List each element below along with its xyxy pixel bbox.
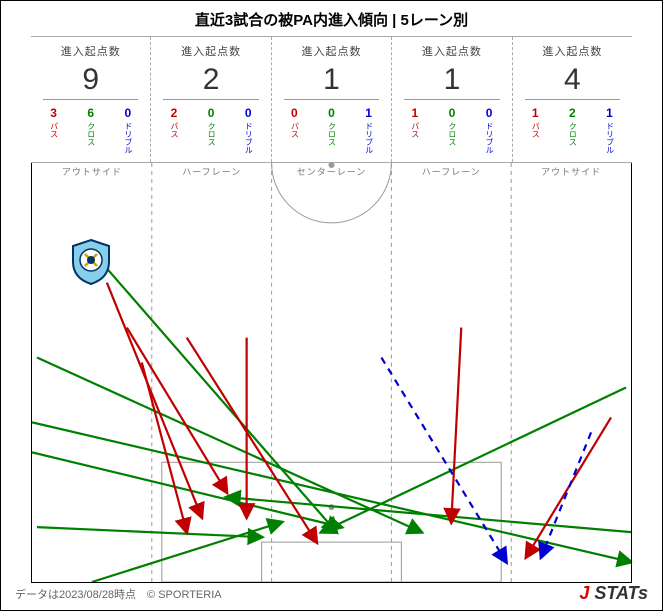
bd-pass: 3パス (50, 106, 58, 154)
lane-name: センターレーン (272, 165, 392, 178)
lane-total: 9 (43, 61, 138, 100)
bd-pass: 1パス (531, 106, 539, 154)
lane-total: 4 (525, 61, 620, 100)
bd-pass: 1パス (411, 106, 419, 154)
lane-header: 進入起点数 (151, 43, 270, 59)
arrow-cross (32, 422, 631, 562)
lane-summary: 進入起点数 1 0パス 0クロス 1ドリブル (271, 37, 391, 162)
lane-header: 進入起点数 (392, 43, 511, 59)
bd-dribble: 1ドリブル (365, 106, 373, 154)
lane-name-row: アウトサイドハーフレーンセンターレーンハーフレーンアウトサイド (32, 165, 631, 178)
lane-summary: 進入起点数 2 2パス 0クロス 0ドリブル (150, 37, 270, 162)
arrow-cross (102, 263, 337, 532)
bd-dribble: 0ドリブル (124, 106, 132, 154)
footer: データは2023/08/28時点 © SPORTERIA J STATs (1, 583, 662, 604)
bd-cross: 6クロス (87, 106, 95, 154)
arrow-dribble (381, 358, 506, 563)
bd-dribble: 0ドリブル (485, 106, 493, 154)
lane-total: 2 (163, 61, 258, 100)
lane-name: ハーフレーン (391, 165, 511, 178)
bd-pass: 0パス (290, 106, 298, 154)
lane-breakdown: 3パス 6クロス 0ドリブル (31, 106, 150, 154)
lane-total: 1 (404, 61, 499, 100)
lane-breakdown: 1パス 2クロス 1ドリブル (513, 106, 632, 154)
lane-summary: 進入起点数 4 1パス 2クロス 1ドリブル (512, 37, 632, 162)
arrow-cross (37, 358, 421, 533)
bd-pass: 2パス (170, 106, 178, 154)
pitch-svg (32, 163, 631, 582)
lane-header: 進入起点数 (513, 43, 632, 59)
lane-summary: 進入起点数 1 1パス 0クロス 0ドリブル (391, 37, 511, 162)
lane-breakdown: 1パス 0クロス 0ドリブル (392, 106, 511, 154)
bd-cross: 0クロス (328, 106, 336, 154)
arrow-pass (451, 328, 461, 523)
lane-name: ハーフレーン (152, 165, 272, 178)
brand-logo: J STATs (579, 583, 648, 604)
lane-header: 進入起点数 (31, 43, 150, 59)
chart-container: 直近3試合の被PA内進入傾向 | 5レーン別 進入起点数 9 3パス 6クロス 0ドリブ… (0, 0, 663, 611)
lane-summary: 進入起点数 9 3パス 6クロス 0ドリブル (31, 37, 150, 162)
arrow-pass (187, 338, 317, 543)
lane-breakdown: 0パス 0クロス 1ドリブル (272, 106, 391, 154)
team-badge (67, 238, 115, 286)
lane-name: アウトサイド (511, 165, 631, 178)
bd-dribble: 1ドリブル (605, 106, 613, 154)
bd-cross: 2クロス (568, 106, 576, 154)
bd-cross: 0クロス (207, 106, 215, 154)
chart-title: 直近3試合の被PA内進入傾向 | 5レーン別 (1, 1, 662, 36)
lane-header: 進入起点数 (272, 43, 391, 59)
pitch-field: アウトサイドハーフレーンセンターレーンハーフレーンアウトサイド (31, 163, 632, 583)
data-note: データは2023/08/28時点 © SPORTERIA (15, 586, 222, 602)
arrow-cross (37, 527, 262, 537)
bd-cross: 0クロス (448, 106, 456, 154)
brand-rest: STATs (589, 583, 648, 603)
lane-name: アウトサイド (32, 165, 152, 178)
arrow-pass (526, 417, 611, 557)
bd-dribble: 0ドリブル (244, 106, 252, 154)
arrow-cross (32, 452, 341, 527)
arrow-pass (127, 328, 227, 493)
arrow-dribble (541, 432, 591, 557)
lane-summary-row: 進入起点数93パス6クロス0ドリブル進入起点数22パス0クロス0ドリブル進入起点… (31, 36, 632, 163)
lane-total: 1 (284, 61, 379, 100)
brand-j: J (579, 583, 589, 603)
lane-breakdown: 2パス 0クロス 0ドリブル (151, 106, 270, 154)
